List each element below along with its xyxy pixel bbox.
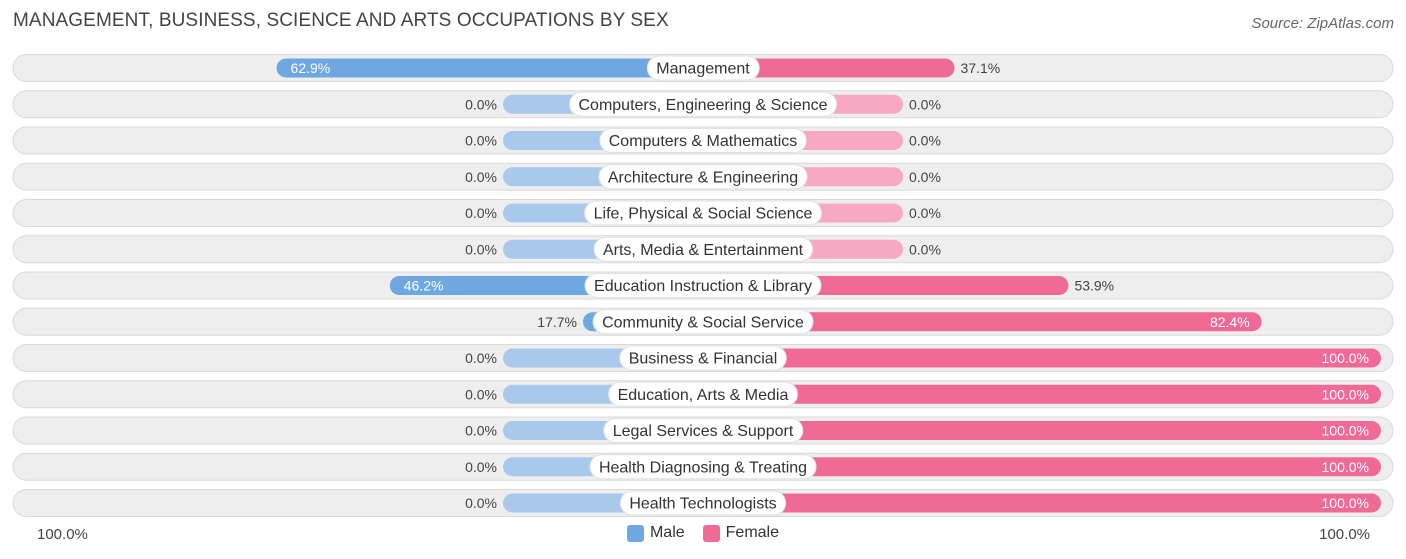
- bar-male: [276, 58, 703, 78]
- value-label-male: 0.0%: [465, 386, 497, 402]
- legend-label-female: Female: [725, 524, 780, 541]
- value-label-male: 0.0%: [465, 96, 497, 112]
- value-label-male: 0.0%: [465, 241, 497, 257]
- legend-item-female: Female: [702, 524, 780, 542]
- bar-female: [703, 348, 1381, 368]
- bar-female: [703, 421, 1381, 440]
- category-label: Management: [656, 61, 750, 78]
- category-label: Arts, Media & Entertainment: [603, 242, 804, 259]
- value-label-male: 0.0%: [465, 495, 497, 511]
- axis-label-right: 100.0%: [1319, 526, 1370, 543]
- value-label-male: 62.9%: [291, 60, 331, 76]
- chart-legend: Male Female: [0, 524, 1406, 542]
- bar-female: [703, 58, 955, 78]
- value-label-female: 37.1%: [961, 60, 1001, 76]
- category-label: Health Diagnosing & Treating: [599, 459, 807, 476]
- value-label-male: 0.0%: [465, 350, 497, 366]
- category-pill: [584, 273, 822, 298]
- category-pill: [646, 55, 760, 81]
- category-pill: [608, 381, 798, 407]
- value-label-female: 0.0%: [909, 133, 941, 149]
- value-label-female: 100.0%: [1322, 495, 1369, 511]
- bar-female: [703, 384, 1381, 404]
- legend-swatch-male: [626, 524, 644, 542]
- category-label: Computers & Mathematics: [609, 133, 798, 150]
- value-label-female: 53.9%: [1074, 278, 1114, 294]
- value-label-female: 82.4%: [1210, 314, 1250, 330]
- category-label: Architecture & Engineering: [608, 169, 798, 186]
- value-label-male: 0.0%: [465, 133, 497, 149]
- bar-female: [703, 457, 1381, 477]
- bar-female: [703, 312, 1262, 332]
- category-pill: [568, 91, 838, 117]
- value-label-male: 17.7%: [537, 314, 577, 330]
- value-label-male: 0.0%: [465, 423, 497, 439]
- value-label-female: 100.0%: [1322, 423, 1369, 439]
- legend-item-male: Male: [626, 524, 685, 542]
- category-pill: [593, 236, 814, 262]
- value-label-female: 0.0%: [909, 169, 941, 185]
- chart-title: MANAGEMENT, BUSINESS, SCIENCE AND ARTS O…: [13, 10, 669, 31]
- category-label: Business & Financial: [629, 351, 778, 368]
- category-label: Education, Arts & Media: [618, 387, 789, 404]
- category-pill: [619, 345, 787, 371]
- category-label: Education Instruction & Library: [594, 278, 812, 295]
- value-label-female: 0.0%: [909, 205, 941, 221]
- bar-female: [703, 493, 1381, 513]
- value-label-male: 46.2%: [404, 278, 444, 294]
- value-label-male: 0.0%: [465, 169, 497, 185]
- category-label: Life, Physical & Social Science: [594, 206, 813, 223]
- value-label-male: 0.0%: [465, 459, 497, 475]
- axis-label-left: 100.0%: [37, 526, 88, 543]
- chart-source: Source: ZipAtlas.com: [1251, 15, 1394, 32]
- category-label: Computers, Engineering & Science: [578, 97, 827, 114]
- category-label: Health Technologists: [629, 496, 776, 513]
- value-label-male: 0.0%: [465, 205, 497, 221]
- value-label-female: 100.0%: [1322, 459, 1369, 475]
- value-label-female: 0.0%: [909, 96, 941, 112]
- category-label: Legal Services & Support: [613, 423, 794, 440]
- category-pill: [598, 164, 808, 190]
- category-pill: [589, 454, 817, 480]
- value-label-female: 0.0%: [909, 241, 941, 257]
- category-pill: [592, 309, 814, 335]
- category-pill: [603, 418, 804, 443]
- legend-label-male: Male: [649, 524, 685, 541]
- value-label-female: 100.0%: [1322, 386, 1369, 402]
- value-label-female: 100.0%: [1322, 350, 1369, 366]
- category-pill: [599, 128, 807, 153]
- category-label: Community & Social Service: [602, 314, 804, 331]
- category-pill: [619, 490, 787, 516]
- category-pill: [584, 200, 822, 226]
- legend-swatch-female: [702, 524, 720, 542]
